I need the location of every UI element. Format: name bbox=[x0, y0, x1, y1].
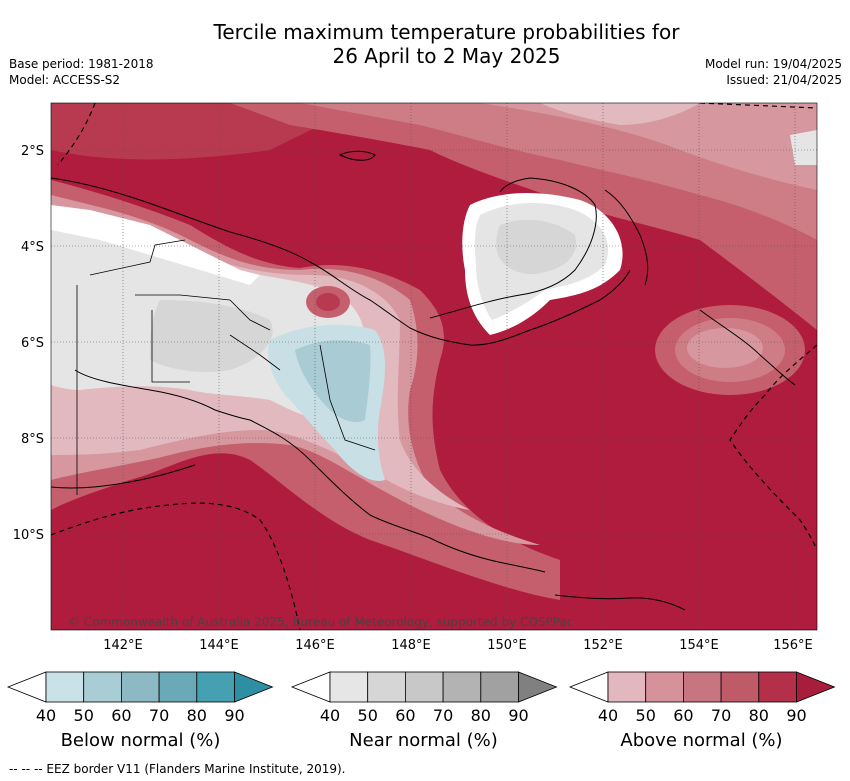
lat-label: 8°S bbox=[21, 432, 44, 447]
legend-swatch bbox=[6, 671, 47, 703]
legend-tick-label: 90 bbox=[224, 706, 244, 725]
title-line-1: Tercile maximum temperature probabilitie… bbox=[213, 20, 680, 44]
legend-tick-label: 70 bbox=[433, 706, 453, 725]
issued-text: Issued: 21/04/2025 bbox=[726, 73, 842, 87]
lon-label: 150°E bbox=[487, 638, 527, 653]
probability-zone bbox=[316, 293, 340, 311]
legend-swatch bbox=[404, 671, 444, 703]
legend-tick-label: 90 bbox=[786, 706, 806, 725]
legend-tick-label: 60 bbox=[395, 706, 415, 725]
legend-swatch bbox=[83, 671, 122, 703]
lon-label: 144°E bbox=[199, 638, 239, 653]
legend-swatch bbox=[442, 671, 482, 703]
legend-swatch bbox=[683, 671, 722, 703]
legend-above-normal: 40 50 60 70 80 90 bbox=[568, 671, 836, 725]
model-run-text: Model run: 19/04/2025 bbox=[704, 57, 842, 71]
legend-tick-label: 70 bbox=[149, 706, 169, 725]
legend-label-above: Above normal (%) bbox=[620, 730, 783, 751]
lon-label: 154°E bbox=[679, 638, 719, 653]
legend-swatch bbox=[367, 671, 406, 703]
legend-tick-label: 80 bbox=[187, 706, 207, 725]
lat-label: 6°S bbox=[21, 336, 44, 351]
legend-swatch bbox=[121, 671, 160, 703]
probability-zone bbox=[496, 219, 576, 275]
legend-swatch bbox=[720, 671, 760, 703]
legend-swatch bbox=[480, 671, 519, 703]
legend-below-normal: 40 50 60 70 80 90 bbox=[6, 671, 274, 725]
legend-tick-label: 90 bbox=[508, 706, 528, 725]
legend-near-normal: 40 50 60 70 80 90 bbox=[290, 671, 558, 725]
lon-label: 146°E bbox=[295, 638, 335, 653]
legend-tick-label: 50 bbox=[636, 706, 656, 725]
legend-swatch bbox=[568, 671, 609, 703]
probability-zone bbox=[790, 130, 817, 165]
legend-swatch bbox=[518, 671, 558, 703]
meta-left: Base period: 1981-2018 Model: ACCESS-S2 bbox=[9, 56, 154, 88]
province-borders bbox=[76, 239, 376, 495]
legend-swatch bbox=[796, 671, 836, 703]
lon-label: 152°E bbox=[583, 638, 623, 653]
legend-tick-label: 40 bbox=[320, 706, 340, 725]
legend-swatch bbox=[607, 671, 647, 703]
legend-tick-label: 40 bbox=[36, 706, 56, 725]
graticule bbox=[51, 103, 817, 630]
legend-swatch bbox=[234, 671, 274, 703]
model-text: Model: ACCESS-S2 bbox=[9, 73, 121, 87]
legend-tick-label: 60 bbox=[111, 706, 131, 725]
meta-right: Model run: 19/04/2025 Issued: 21/04/2025 bbox=[705, 56, 842, 88]
coastlines bbox=[51, 150, 796, 611]
eez-border bbox=[51, 103, 817, 630]
legend-tick-label: 80 bbox=[749, 706, 769, 725]
legend-swatch bbox=[196, 671, 235, 703]
lon-label: 142°E bbox=[103, 638, 143, 653]
legend-swatch bbox=[758, 671, 797, 703]
lon-label: 156°E bbox=[773, 638, 813, 653]
lon-labels: 142°E 144°E 146°E 148°E 150°E 152°E 154°… bbox=[103, 638, 813, 653]
lat-label: 4°S bbox=[21, 240, 44, 255]
legend-swatch bbox=[158, 671, 198, 703]
legend-tick-label: 50 bbox=[74, 706, 94, 725]
legend-swatch bbox=[645, 671, 684, 703]
legend-tick-label: 60 bbox=[673, 706, 693, 725]
base-period-text: Base period: 1981-2018 bbox=[9, 57, 154, 71]
lon-label: 148°E bbox=[391, 638, 431, 653]
eez-footnote: -- -- -- EEZ border V11 (Flanders Marine… bbox=[9, 762, 346, 776]
lat-label: 2°S bbox=[21, 144, 44, 159]
lat-labels: 2°S 4°S 6°S 8°S 10°S bbox=[13, 144, 44, 543]
probability-zone bbox=[150, 300, 273, 372]
probability-zone bbox=[687, 328, 763, 368]
lat-label: 10°S bbox=[13, 528, 44, 543]
probability-zone bbox=[480, 103, 817, 190]
map-frame bbox=[50, 102, 818, 631]
probability-zone bbox=[51, 103, 480, 160]
copyright-text: © Commonwealth of Australia 2025, Bureau… bbox=[68, 615, 573, 629]
legend-tick-label: 70 bbox=[711, 706, 731, 725]
legend-label-below: Below normal (%) bbox=[60, 730, 221, 751]
title-line-2: 26 April to 2 May 2025 bbox=[332, 44, 561, 68]
legend-tick-label: 80 bbox=[471, 706, 491, 725]
probability-zone bbox=[295, 340, 371, 422]
legend-tick-label: 50 bbox=[358, 706, 378, 725]
legend-swatch bbox=[329, 671, 369, 703]
legend-tick-label: 40 bbox=[598, 706, 618, 725]
legend-label-near: Near normal (%) bbox=[349, 730, 498, 751]
map-panel: © Commonwealth of Australia 2025, Bureau… bbox=[51, 103, 817, 630]
legend-swatch bbox=[290, 671, 331, 703]
map-title: Tercile maximum temperature probabilitie… bbox=[0, 20, 850, 68]
probability-zone bbox=[540, 103, 700, 125]
legend-swatch bbox=[45, 671, 85, 703]
